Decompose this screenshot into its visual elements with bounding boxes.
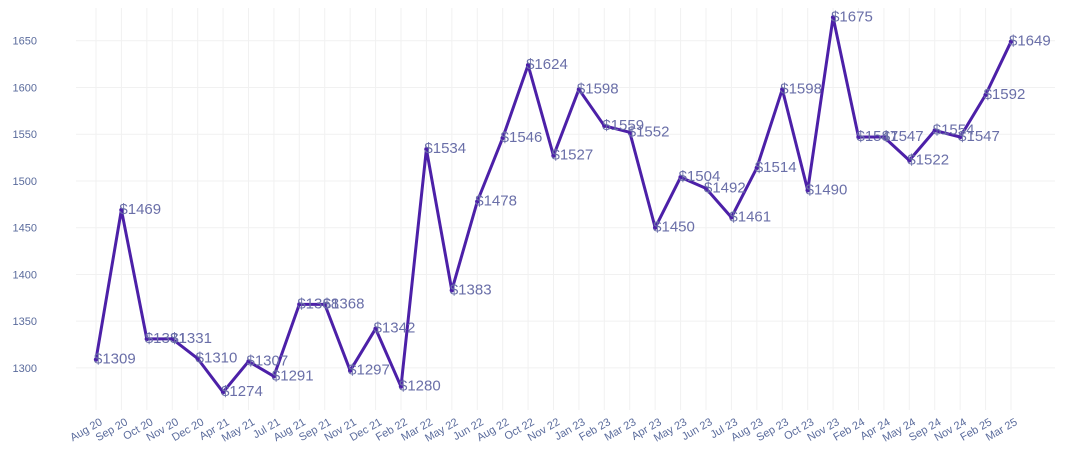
y-axis-ticks: 1300 1350 1400 1450 1500 1550 1600 1650 (13, 36, 37, 375)
data-point (297, 302, 302, 307)
data-label: $1331 (170, 330, 212, 347)
data-label: $1478 (475, 193, 517, 210)
data-label: $1307 (247, 352, 289, 369)
data-label: $1552 (628, 123, 670, 140)
data-label: $1624 (526, 56, 568, 73)
data-label: $1522 (907, 151, 949, 168)
y-tick-label: 1600 (13, 82, 37, 94)
data-point (652, 225, 658, 230)
data-point (805, 188, 810, 193)
data-label: $1368 (323, 295, 365, 312)
data-point (907, 158, 912, 163)
data-point (93, 357, 99, 362)
data-label: $1527 (552, 147, 594, 164)
data-point (373, 326, 378, 331)
data-point (780, 87, 785, 92)
data-label: $1598 (577, 80, 619, 97)
data-label: $1461 (729, 208, 771, 225)
data-point (1008, 39, 1014, 44)
data-point (627, 130, 632, 135)
data-label: $1291 (272, 367, 314, 384)
data-point (449, 288, 455, 293)
data-point (220, 390, 226, 395)
series-layer (93, 15, 1014, 395)
data-point (602, 123, 607, 128)
data-point (398, 384, 404, 389)
data-point (144, 336, 150, 342)
data-label: $1309 (94, 351, 136, 368)
y-tick-label: 1400 (13, 269, 37, 281)
data-point (500, 135, 505, 141)
data-point (322, 302, 327, 307)
data-point (475, 199, 480, 204)
data-label: $1514 (755, 159, 797, 176)
data-label: $1331 (145, 330, 187, 347)
data-point (170, 336, 175, 342)
data-point (729, 215, 734, 220)
data-point (246, 359, 251, 364)
data-label: $1504 (679, 168, 721, 185)
data-label: $1534 (424, 140, 466, 157)
data-point (830, 15, 836, 20)
data-point (119, 207, 124, 213)
data-point (703, 186, 709, 191)
data-point (932, 128, 937, 133)
y-tick-label: 1450 (13, 223, 37, 235)
y-tick-label: 1550 (13, 129, 37, 141)
data-point (881, 134, 887, 140)
data-point (957, 134, 963, 140)
data-point (983, 92, 988, 98)
y-tick-label: 1300 (13, 363, 37, 375)
data-point (271, 374, 277, 379)
data-point (195, 356, 200, 361)
data-label: $1368 (297, 295, 339, 312)
data-label: $1649 (1009, 33, 1051, 50)
data-label: $1490 (806, 181, 848, 198)
data-label: $1547 (882, 128, 924, 145)
y-tick-label: 1350 (13, 316, 37, 328)
data-label: $1598 (780, 80, 822, 97)
data-point (856, 134, 861, 140)
data-label: $1547 (958, 128, 1000, 145)
data-label: $1547 (857, 128, 899, 145)
data-label: $1469 (119, 201, 161, 218)
data-label: $1559 (602, 117, 644, 134)
data-label: $1592 (984, 86, 1026, 103)
data-labels: $1309 $1469 $1331$1331 $1310 $1274 $1307$1291… (94, 8, 1051, 400)
data-point (347, 368, 353, 373)
data-point (678, 175, 683, 180)
data-label: $1383 (450, 281, 492, 298)
data-point (424, 146, 429, 152)
data-point (525, 62, 531, 68)
data-label: $1554 (933, 121, 975, 138)
data-label: $1342 (374, 320, 416, 337)
data-point (754, 165, 760, 171)
y-tick-label: 1500 (13, 176, 37, 188)
y-tick-label: 1650 (13, 36, 37, 48)
data-label: $1280 (399, 378, 441, 395)
data-label: $1297 (348, 362, 390, 379)
data-label: $1492 (704, 179, 746, 196)
data-label: $1274 (221, 383, 263, 400)
data-label: $1310 (196, 350, 238, 367)
data-label: $1450 (653, 219, 695, 236)
data-point (551, 153, 556, 158)
data-point (576, 87, 582, 92)
grid (76, 8, 1055, 410)
data-label: $1546 (501, 129, 543, 146)
data-label: $1675 (831, 8, 873, 25)
